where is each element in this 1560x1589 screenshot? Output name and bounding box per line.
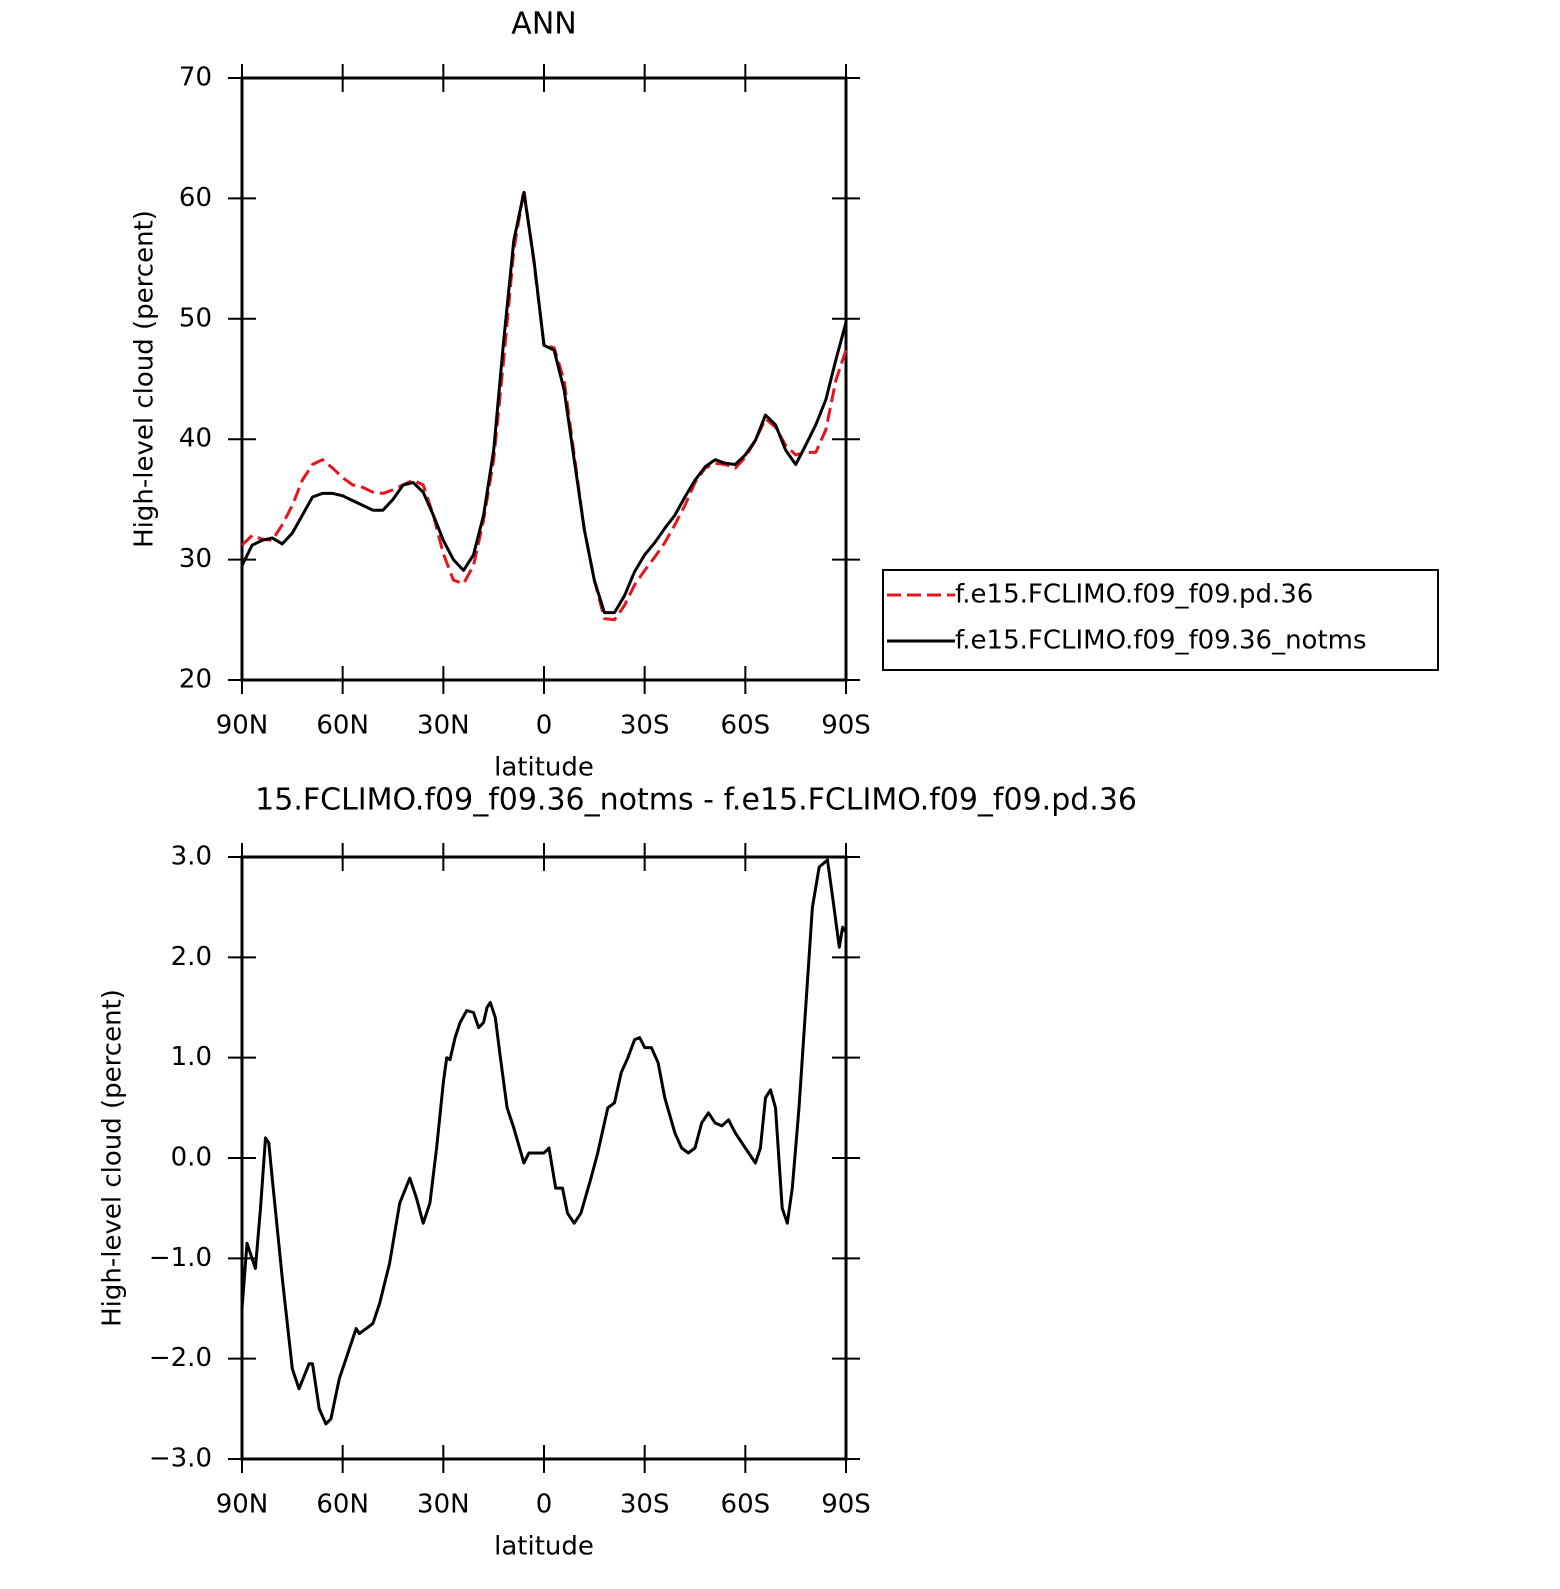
data-line [240, 190, 848, 615]
x-tick-label: 90S [821, 1490, 871, 1520]
chart-title: 15.FCLIMO.f09_f09.36_notms - f.e15.FCLIM… [255, 783, 1137, 818]
y-axis-label: High-level cloud (percent) [130, 210, 160, 548]
x-tick-label: 0 [536, 1490, 553, 1520]
y-tick-label: 0.0 [171, 1143, 212, 1173]
x-tick-label: 60S [721, 711, 771, 741]
y-axis-label: High-level cloud (percent) [98, 989, 128, 1327]
x-tick-label: 0 [536, 711, 553, 741]
y-tick-label: −3.0 [149, 1444, 212, 1474]
x-tick-label: 60N [316, 711, 369, 741]
y-tick-label: −1.0 [149, 1243, 212, 1273]
y-tick-label: 60 [179, 183, 212, 213]
x-tick-label: 90N [216, 1490, 269, 1520]
x-tick-label: 30S [620, 1490, 670, 1520]
legend-label: f.e15.FCLIMO.f09_f09.pd.36 [955, 580, 1313, 610]
legend-label: f.e15.FCLIMO.f09_f09.36_notms [955, 626, 1367, 656]
y-tick-label: 1.0 [171, 1042, 212, 1072]
data-line [240, 858, 848, 1426]
x-tick-label: 30N [417, 711, 470, 741]
y-tick-label: 40 [179, 424, 212, 454]
legend-box [882, 569, 1439, 671]
plot-frame [240, 855, 848, 1461]
plot-frame [240, 76, 848, 682]
x-tick-label: 90S [821, 711, 871, 741]
y-tick-label: −2.0 [149, 1343, 212, 1373]
y-tick-label: 30 [179, 544, 212, 574]
data-line [240, 188, 848, 622]
x-tick-label: 90N [216, 711, 269, 741]
x-axis-label: latitude [494, 1532, 594, 1562]
x-tick-label: 30N [417, 1490, 470, 1520]
x-tick-label: 60S [721, 1490, 771, 1520]
y-tick-label: 20 [179, 665, 212, 695]
chart-title: ANN [511, 7, 576, 42]
y-tick-label: 2.0 [171, 942, 212, 972]
y-tick-label: 70 [179, 63, 212, 93]
x-tick-label: 30S [620, 711, 670, 741]
x-axis-label: latitude [494, 753, 594, 783]
y-tick-label: 3.0 [171, 842, 212, 872]
x-tick-label: 60N [316, 1490, 369, 1520]
y-tick-label: 50 [179, 303, 212, 333]
